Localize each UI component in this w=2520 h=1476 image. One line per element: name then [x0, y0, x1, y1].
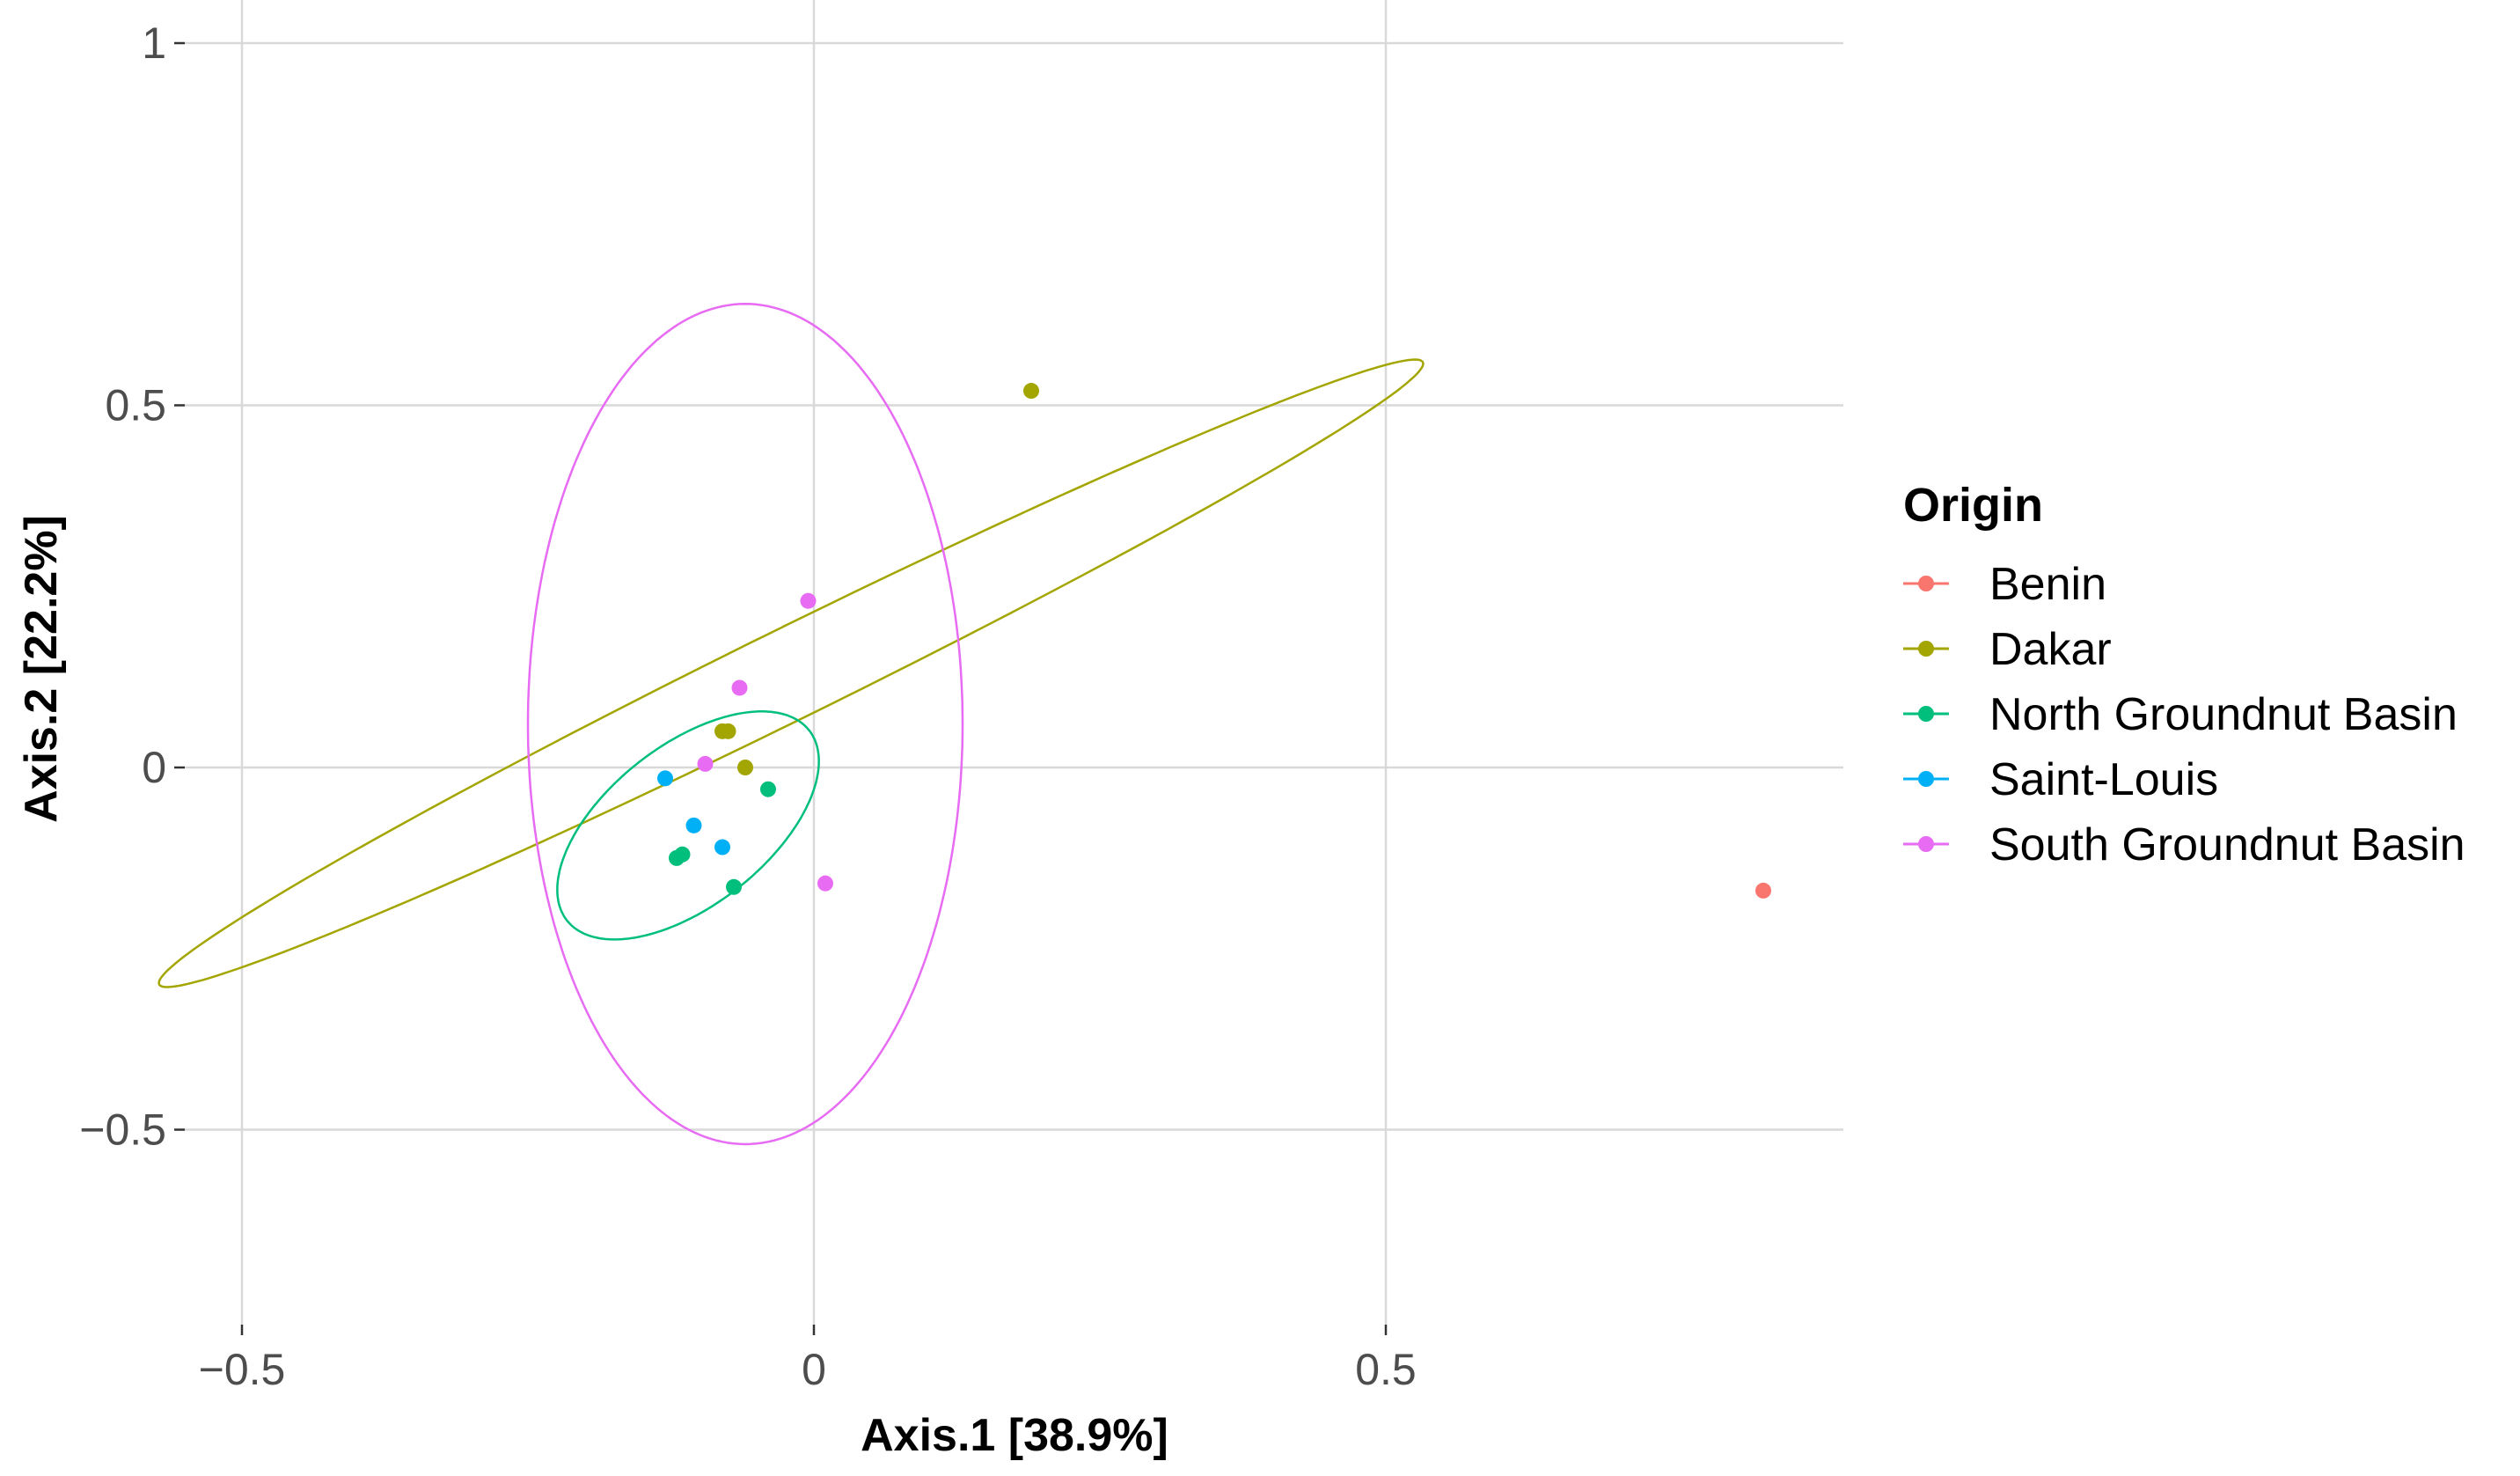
x-tick-label: −0.5	[199, 1345, 286, 1394]
ellipse-layer	[158, 303, 1425, 1146]
grid-layer	[185, 0, 1843, 1325]
ellipse-south-groundnut-basin	[526, 303, 964, 1146]
tick-layer: −0.5 0 0.5 −0.5 0 0.5 1	[79, 18, 1416, 1394]
point-south-groundnut-basin	[800, 592, 817, 609]
legend-key-point-dakar	[1918, 641, 1934, 657]
y-tick-label: 0.5	[105, 381, 166, 430]
point-south-groundnut-basin	[817, 875, 833, 892]
ellipse-north-groundnut-basin	[556, 710, 820, 941]
point-benin	[1755, 882, 1771, 899]
legend-label-south-groundnut-basin: South Groundnut Basin	[1989, 819, 2465, 870]
point-north-groundnut-basin	[674, 846, 691, 863]
y-tick-label: 1	[142, 18, 166, 68]
x-tick-label: 0	[802, 1345, 826, 1394]
legend: Origin Benin Dakar North Groundnut Basin Sa…	[1903, 479, 2465, 870]
point-south-groundnut-basin	[731, 679, 748, 696]
point-north-groundnut-basin	[760, 781, 776, 797]
point-north-groundnut-basin	[726, 878, 742, 895]
legend-key-point-benin	[1918, 576, 1934, 591]
ellipse-dakar	[158, 358, 1425, 988]
point-south-groundnut-basin	[697, 755, 714, 772]
point-dakar	[737, 760, 753, 775]
point-saint-louis	[685, 817, 702, 833]
x-tick-label: 0.5	[1355, 1345, 1417, 1394]
y-tick-label: 0	[142, 743, 166, 792]
legend-label-north-groundnut-basin: North Groundnut Basin	[1989, 689, 2458, 740]
point-saint-louis	[714, 839, 730, 855]
legend-label-benin: Benin	[1989, 559, 2106, 610]
y-axis-title: Axis.2 [22.2%]	[16, 515, 67, 823]
legend-key-point-south-groundnut-basin	[1918, 836, 1934, 852]
legend-items: Benin Dakar North Groundnut Basin Saint-Lou…	[1903, 559, 2465, 870]
legend-label-saint-louis: Saint-Louis	[1989, 754, 2218, 805]
point-saint-louis	[657, 770, 673, 787]
point-dakar	[1023, 383, 1039, 400]
legend-key-point-saint-louis	[1918, 771, 1934, 787]
point-layer	[657, 383, 1771, 899]
point-dakar	[720, 723, 736, 739]
y-tick-label: −0.5	[79, 1105, 166, 1155]
legend-title: Origin	[1903, 479, 2043, 532]
legend-key-point-north-groundnut-basin	[1918, 706, 1934, 722]
x-axis-title: Axis.1 [38.9%]	[861, 1410, 1168, 1461]
legend-label-dakar: Dakar	[1989, 624, 2112, 675]
